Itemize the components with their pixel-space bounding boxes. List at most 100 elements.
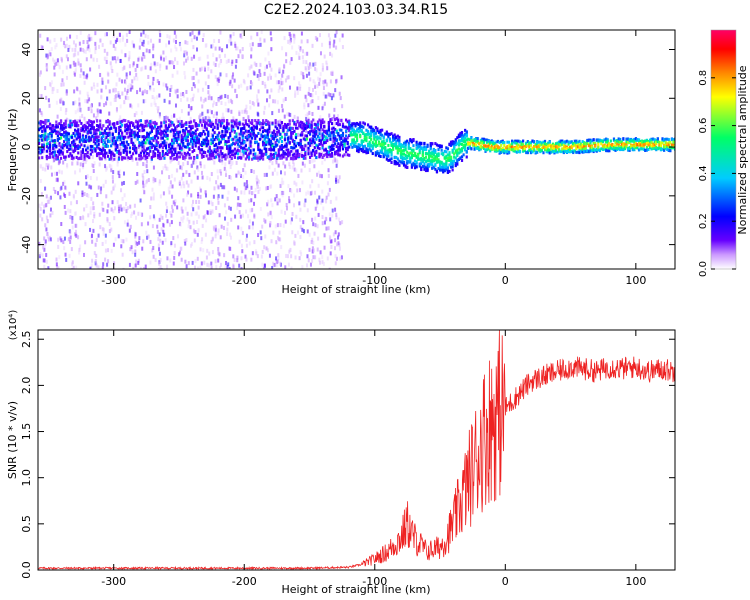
spectrogram-cell [431, 163, 434, 167]
spectrogram-cell [387, 143, 390, 147]
spectrogram-cell [208, 145, 211, 149]
spectrogram-cell [272, 261, 275, 266]
spectrogram-cell [114, 95, 117, 100]
spectrogram-cell [145, 159, 148, 164]
spectrogram-cell [121, 252, 124, 257]
spectrogram-cell [53, 150, 56, 154]
spectrogram-cell [238, 110, 241, 115]
spectrogram-cell [92, 57, 95, 62]
spectrogram-cell [287, 128, 290, 132]
spectrogram-cell [119, 115, 122, 120]
spectrogram-cell [101, 206, 104, 211]
spectrogram-cell [69, 144, 72, 148]
spectrogram-cell [457, 133, 460, 137]
spectrogram-cell [366, 123, 370, 127]
spectrogram-cell [390, 157, 393, 161]
spectrogram-cell [327, 125, 330, 129]
spectrogram-cell [77, 151, 80, 155]
spectrogram-cell [198, 121, 201, 126]
spectrogram-cell [210, 138, 213, 142]
spectrogram-cell [288, 146, 291, 151]
spectrogram-cell [219, 146, 222, 150]
spectrogram-cell [228, 157, 231, 162]
spectrogram-cell [225, 146, 229, 150]
spectrogram-cell [68, 236, 71, 241]
spectrogram-cell [437, 158, 440, 162]
spectrogram-cell [92, 139, 96, 143]
spectrogram-cell [249, 105, 252, 110]
spectrogram-cell [164, 144, 168, 148]
spectrogram-cell [279, 137, 282, 141]
spectrogram-cell [123, 65, 126, 70]
spectrogram-cell [182, 61, 185, 66]
spectrogram-cell [213, 38, 216, 43]
spectrogram-cell [100, 151, 103, 155]
spectrogram-cell [355, 121, 359, 125]
spectrogram-cell [289, 188, 292, 193]
spectrogram-cell [284, 219, 287, 224]
spectrogram-cell [52, 186, 55, 191]
spectrogram-cell [45, 259, 48, 264]
spectrogram-cell [291, 45, 294, 50]
spectrogram-cell [302, 156, 305, 160]
spectrogram-cell [323, 125, 326, 129]
spectrogram-cell [86, 174, 89, 179]
spectrogram-cell [72, 143, 75, 147]
spectrogram-cell [267, 51, 270, 56]
spectrogram-cell [117, 134, 121, 138]
spectrogram-cell [119, 121, 122, 125]
spectrogram-cell [257, 233, 260, 238]
spectrogram-cell [329, 118, 332, 122]
spectrogram-cell [205, 218, 208, 223]
spectrogram-cell [261, 80, 264, 85]
spectrogram-cell [83, 138, 86, 142]
spectrogram-cell [443, 162, 446, 166]
spectrogram-cell [302, 124, 305, 128]
spectrogram-cell [74, 100, 77, 105]
spectrogram-cell [80, 153, 83, 157]
spectrogram-cell [210, 142, 213, 146]
spectrogram-cell [420, 162, 423, 166]
spectrogram-cell [274, 224, 277, 229]
spectrogram-cell [49, 52, 52, 57]
spectrogram-cell [55, 61, 58, 66]
spectrogram-cell [276, 156, 279, 160]
spectrogram-cell [38, 108, 41, 113]
spectrogram-cell [270, 47, 273, 52]
spectrogram-cell [438, 168, 442, 172]
spectrogram-cell [285, 206, 288, 211]
spectrogram-cell [404, 153, 407, 157]
spectrogram-cell [219, 140, 222, 144]
spectrogram-cell [172, 147, 175, 151]
spectrogram-cell [296, 153, 299, 157]
spectrogram-cell [247, 124, 251, 128]
spectrogram-cell [334, 175, 337, 180]
spectrogram-cell [300, 168, 303, 173]
spectrogram-cell [158, 145, 161, 149]
spectrogram-cell [82, 216, 85, 221]
spectrogram-cell [468, 138, 471, 142]
spectrogram-cell [177, 137, 180, 141]
spectrogram-cell [238, 149, 241, 153]
spectrogram-cell [123, 206, 126, 211]
spectrogram-cell [418, 164, 421, 168]
spectrogram-cell [185, 122, 188, 126]
spectrogram-cell [282, 152, 285, 156]
spectrogram-cell [90, 263, 93, 268]
spectrogram-cell [99, 225, 102, 230]
spectrogram-cell [116, 159, 119, 164]
spectrogram-cell [293, 122, 296, 126]
spectrogram-cell [238, 136, 241, 140]
spectrogram-cell [45, 154, 49, 158]
spectrogram-cell [92, 82, 95, 87]
spectrogram-cell [218, 146, 221, 150]
spectrogram-cell [293, 142, 296, 146]
spectrogram-cell [193, 131, 196, 135]
spectrogram-cell [276, 100, 279, 105]
spectrogram-cell [362, 125, 365, 129]
spectrogram-cell [173, 255, 176, 260]
spectrogram-cell [211, 136, 215, 140]
spectrogram-cell [119, 151, 122, 155]
spectrogram-cell [47, 119, 50, 123]
spectrogram-cell [283, 122, 287, 126]
